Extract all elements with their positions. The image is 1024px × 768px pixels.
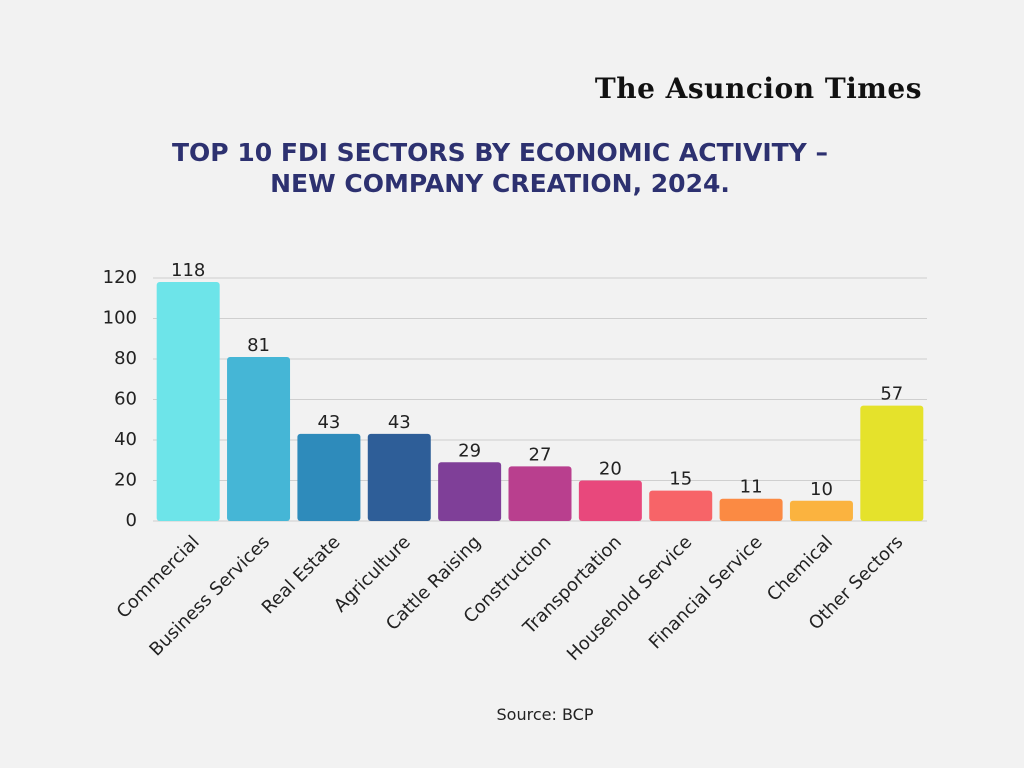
y-tick-label: 20	[114, 470, 137, 491]
bar	[156, 282, 220, 521]
y-tick-label: 80	[114, 348, 137, 369]
source-note: Source: BCP	[496, 705, 594, 724]
value-label: 10	[810, 479, 833, 500]
x-tick-label: Business Services	[145, 532, 274, 661]
y-tick-label: 0	[126, 510, 137, 531]
bar	[297, 433, 361, 521]
value-label: 81	[247, 335, 270, 356]
value-label: 43	[317, 412, 340, 433]
value-label: 43	[388, 412, 411, 433]
x-tick-label: Household Service	[563, 532, 696, 665]
value-label: 15	[669, 469, 692, 490]
bar	[789, 500, 853, 521]
bar	[367, 433, 431, 521]
brand-logo: The Asuncion Times	[594, 72, 922, 105]
y-tick-label: 60	[114, 389, 137, 410]
chart-title: TOP 10 FDI SECTORS BY ECONOMIC ACTIVITY …	[172, 138, 828, 198]
bar	[719, 498, 783, 521]
bar	[649, 490, 713, 521]
bar	[578, 480, 642, 521]
value-label: 27	[529, 444, 552, 465]
value-label: 118	[171, 260, 205, 281]
value-label: 20	[599, 459, 622, 480]
value-label: 57	[880, 384, 903, 405]
x-tick-label: Chemical	[763, 532, 837, 606]
bar	[438, 462, 502, 521]
value-label: 29	[458, 440, 481, 461]
bar	[508, 466, 572, 521]
y-tick-label: 120	[103, 267, 137, 288]
y-tick-label: 40	[114, 429, 137, 450]
value-label: 11	[740, 477, 763, 498]
bar	[860, 405, 924, 521]
bar	[227, 356, 291, 521]
y-tick-label: 100	[103, 308, 137, 329]
